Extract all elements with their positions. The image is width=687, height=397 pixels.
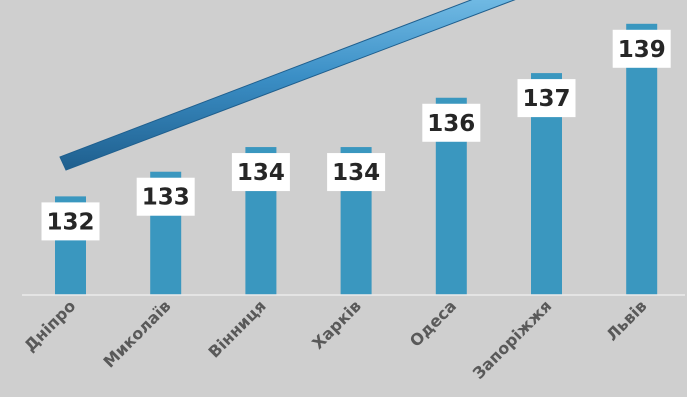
data-label-box — [612, 29, 671, 68]
bar — [626, 23, 658, 296]
category-label: Харків — [308, 296, 365, 353]
category-label: Дніпро — [20, 296, 79, 355]
category-label: Запоріжжя — [469, 296, 555, 382]
data-label-box — [517, 79, 576, 118]
data-label: 139 — [618, 37, 666, 63]
data-label-box — [41, 202, 100, 241]
category-label: Одеса — [406, 296, 460, 350]
category-label: Львів — [602, 296, 650, 344]
data-label: 137 — [522, 86, 570, 112]
data-label-box — [231, 153, 290, 192]
data-label: 136 — [427, 111, 475, 137]
category-label: Вінниця — [205, 296, 270, 361]
data-label: 133 — [142, 185, 190, 211]
trend-arrow — [59, 0, 516, 171]
data-label-box — [422, 103, 481, 142]
data-label: 134 — [237, 160, 285, 186]
category-label: Миколаїв — [99, 296, 174, 371]
data-label: 134 — [332, 160, 380, 186]
data-label-box — [327, 153, 386, 192]
data-label-box — [136, 177, 195, 216]
data-label: 132 — [46, 209, 94, 235]
